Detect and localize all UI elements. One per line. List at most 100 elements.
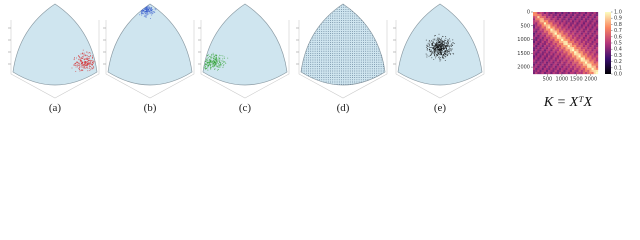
point — [341, 95, 342, 96]
heatmap-cell — [535, 65, 538, 68]
point — [354, 8, 356, 10]
point — [443, 48, 445, 50]
point — [216, 64, 218, 66]
point — [378, 17, 380, 19]
point — [370, 90, 371, 91]
point — [356, 88, 357, 89]
point — [310, 83, 312, 85]
point — [304, 93, 305, 94]
point — [332, 50, 334, 52]
point — [312, 79, 314, 81]
heatmap-cell — [559, 14, 562, 17]
point — [332, 8, 334, 10]
heatmap-cell — [561, 24, 564, 27]
point — [354, 66, 356, 68]
heatmap-cell — [539, 28, 542, 31]
point — [299, 77, 300, 78]
point — [83, 65, 85, 67]
point — [369, 81, 371, 83]
heatmap-cell — [595, 67, 599, 71]
heatmap-cell — [546, 20, 549, 23]
point — [376, 19, 378, 21]
point — [338, 41, 340, 43]
point — [352, 52, 353, 54]
point — [140, 5, 142, 7]
point — [382, 81, 384, 83]
heatmap-cell — [589, 69, 592, 73]
point — [385, 53, 386, 54]
point — [148, 13, 150, 15]
point — [439, 39, 441, 41]
heatmap-cell — [567, 30, 570, 33]
point — [310, 13, 312, 15]
point — [325, 13, 327, 15]
point — [448, 47, 450, 49]
point — [367, 68, 369, 70]
point — [338, 63, 340, 65]
point — [436, 43, 438, 45]
point — [218, 57, 220, 59]
point — [334, 39, 336, 41]
point — [382, 66, 384, 68]
point — [354, 86, 355, 87]
point — [447, 51, 449, 53]
point — [433, 51, 435, 53]
point — [83, 55, 85, 57]
point — [73, 58, 75, 60]
heatmap-cell — [563, 22, 566, 25]
point — [356, 63, 358, 65]
point — [367, 55, 369, 57]
point — [147, 3, 148, 4]
point — [314, 37, 316, 39]
point — [352, 61, 353, 63]
point — [345, 35, 347, 37]
point — [352, 6, 353, 8]
point — [319, 83, 320, 85]
point — [442, 55, 444, 57]
point — [327, 8, 329, 10]
heatmap-cell — [569, 38, 573, 42]
heatmap-cell — [537, 63, 540, 66]
point — [299, 49, 300, 50]
heatmap-cell — [578, 14, 581, 17]
point — [219, 66, 221, 68]
heatmap-cell — [539, 43, 542, 46]
point — [432, 40, 434, 42]
heatmap-cell — [595, 14, 599, 17]
point — [439, 58, 441, 60]
point — [332, 68, 334, 70]
point — [330, 55, 331, 57]
heatmap-cell — [550, 67, 553, 71]
heatmap-cell — [576, 12, 579, 15]
heatmap-cell — [572, 26, 575, 29]
point — [301, 93, 302, 94]
point — [378, 35, 380, 37]
heatmap-cell — [535, 28, 538, 31]
point — [301, 33, 303, 35]
point — [314, 77, 316, 79]
heatmap-cell — [567, 47, 570, 50]
point — [299, 73, 300, 74]
point — [367, 74, 369, 76]
point — [445, 47, 447, 49]
point — [380, 37, 382, 39]
heatmap-cell — [574, 34, 577, 37]
heatmap-cell — [574, 65, 577, 68]
heatmap-cell — [563, 65, 566, 68]
point — [360, 6, 362, 8]
point — [88, 62, 90, 64]
heatmap-cell — [533, 69, 536, 73]
point — [356, 48, 358, 50]
point — [387, 86, 388, 87]
heatmap-cell — [595, 22, 599, 25]
heatmap-cell — [535, 51, 538, 54]
heatmap-cell — [539, 59, 542, 62]
point — [358, 81, 360, 83]
point — [327, 26, 329, 28]
point — [367, 52, 369, 54]
point — [315, 90, 316, 91]
point — [314, 68, 316, 70]
point — [380, 15, 382, 17]
heatmap-cell — [582, 18, 586, 21]
point — [345, 48, 347, 50]
